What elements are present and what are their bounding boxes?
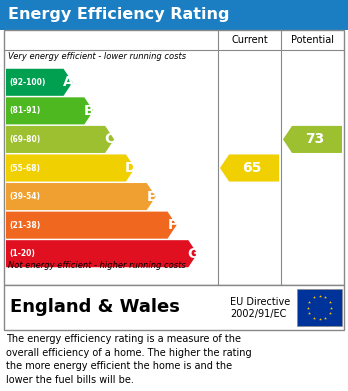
Text: (69-80): (69-80)	[9, 135, 40, 144]
Polygon shape	[6, 69, 73, 96]
Text: EU Directive: EU Directive	[230, 297, 290, 307]
Text: England & Wales: England & Wales	[10, 298, 180, 316]
Polygon shape	[6, 183, 156, 210]
Text: E: E	[147, 190, 156, 204]
Text: 2002/91/EC: 2002/91/EC	[230, 309, 286, 319]
Text: (92-100): (92-100)	[9, 78, 45, 87]
Text: The energy efficiency rating is a measure of the
overall efficiency of a home. T: The energy efficiency rating is a measur…	[6, 334, 252, 385]
Polygon shape	[283, 126, 342, 153]
Text: Very energy efficient - lower running costs: Very energy efficient - lower running co…	[8, 52, 186, 61]
Text: (81-91): (81-91)	[9, 106, 40, 115]
Text: (39-54): (39-54)	[9, 192, 40, 201]
Text: C: C	[104, 133, 115, 146]
Text: Current: Current	[231, 35, 268, 45]
Text: Not energy efficient - higher running costs: Not energy efficient - higher running co…	[8, 261, 186, 270]
Text: Potential: Potential	[291, 35, 334, 45]
Polygon shape	[6, 240, 197, 267]
Polygon shape	[6, 212, 176, 239]
Polygon shape	[6, 154, 135, 181]
Text: (1-20): (1-20)	[9, 249, 35, 258]
Text: B: B	[84, 104, 94, 118]
Polygon shape	[220, 154, 279, 181]
Text: G: G	[187, 247, 199, 261]
Text: 65: 65	[242, 161, 261, 175]
Text: Energy Efficiency Rating: Energy Efficiency Rating	[8, 7, 229, 23]
Polygon shape	[6, 97, 93, 124]
Text: (55-68): (55-68)	[9, 163, 40, 172]
Bar	[4, 30, 344, 285]
Text: (21-38): (21-38)	[9, 221, 40, 230]
Bar	[297, 289, 342, 326]
Text: F: F	[167, 218, 177, 232]
Bar	[0, 0, 348, 30]
Text: A: A	[63, 75, 73, 89]
Polygon shape	[6, 126, 114, 153]
Text: 73: 73	[305, 133, 324, 146]
Text: D: D	[125, 161, 136, 175]
Bar	[4, 285, 344, 330]
